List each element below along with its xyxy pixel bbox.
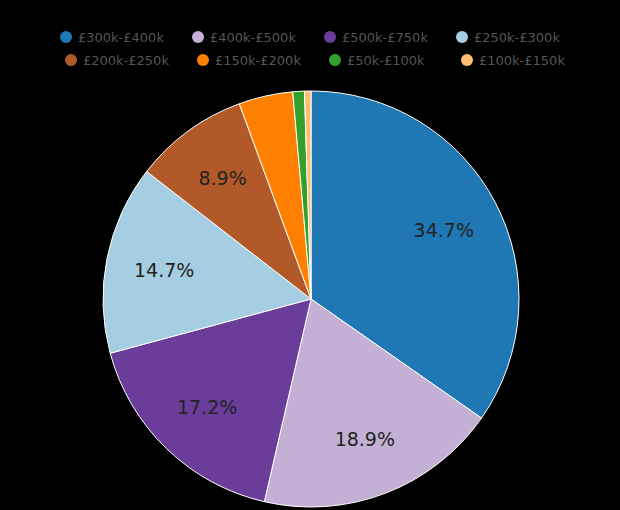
data-labels: 34.7% 18.9% 17.2% 14.7% 8.9% — [134, 167, 474, 450]
legend-label: £100k-£150k — [479, 53, 565, 68]
pie-slice — [304, 91, 311, 299]
data-label: 18.9% — [335, 428, 395, 450]
pie — [103, 91, 519, 507]
legend-item: £150k-£200k — [197, 53, 301, 68]
legend-swatch — [197, 54, 209, 66]
legend-swatch — [60, 31, 72, 43]
legend-item: £400k-£500k — [192, 30, 296, 45]
pie-slice — [293, 91, 311, 299]
data-label: 34.7% — [414, 219, 474, 241]
legend-item: £50k-£100k — [329, 53, 425, 68]
legend-swatch — [456, 31, 468, 43]
legend-item: £300k-£400k — [60, 30, 164, 45]
legend-label: £200k-£250k — [83, 53, 169, 68]
chart: 34.7% 18.9% 17.2% 14.7% 8.9% £300k-£400k £400k… — [0, 0, 620, 510]
legend-swatch — [192, 31, 204, 43]
legend-label: £150k-£200k — [215, 53, 301, 68]
data-label: 17.2% — [177, 396, 237, 418]
data-label: 14.7% — [134, 259, 194, 281]
legend: £300k-£400k £400k-£500k £500k-£750k £250k-£… — [60, 30, 565, 68]
pie-slice — [239, 92, 311, 299]
legend-label: £50k-£100k — [347, 53, 425, 68]
background — [0, 0, 620, 510]
legend-label: £250k-£300k — [474, 30, 560, 45]
legend-swatch — [461, 54, 473, 66]
legend-item: £250k-£300k — [456, 30, 560, 45]
data-label: 8.9% — [198, 167, 246, 189]
legend-swatch — [329, 54, 341, 66]
legend-item: £100k-£150k — [461, 53, 565, 68]
legend-item: £200k-£250k — [65, 53, 169, 68]
legend-swatch — [65, 54, 77, 66]
legend-swatch — [324, 31, 336, 43]
legend-label: £500k-£750k — [342, 30, 428, 45]
legend-label: £400k-£500k — [210, 30, 296, 45]
legend-label: £300k-£400k — [78, 30, 164, 45]
legend-item: £500k-£750k — [324, 30, 428, 45]
